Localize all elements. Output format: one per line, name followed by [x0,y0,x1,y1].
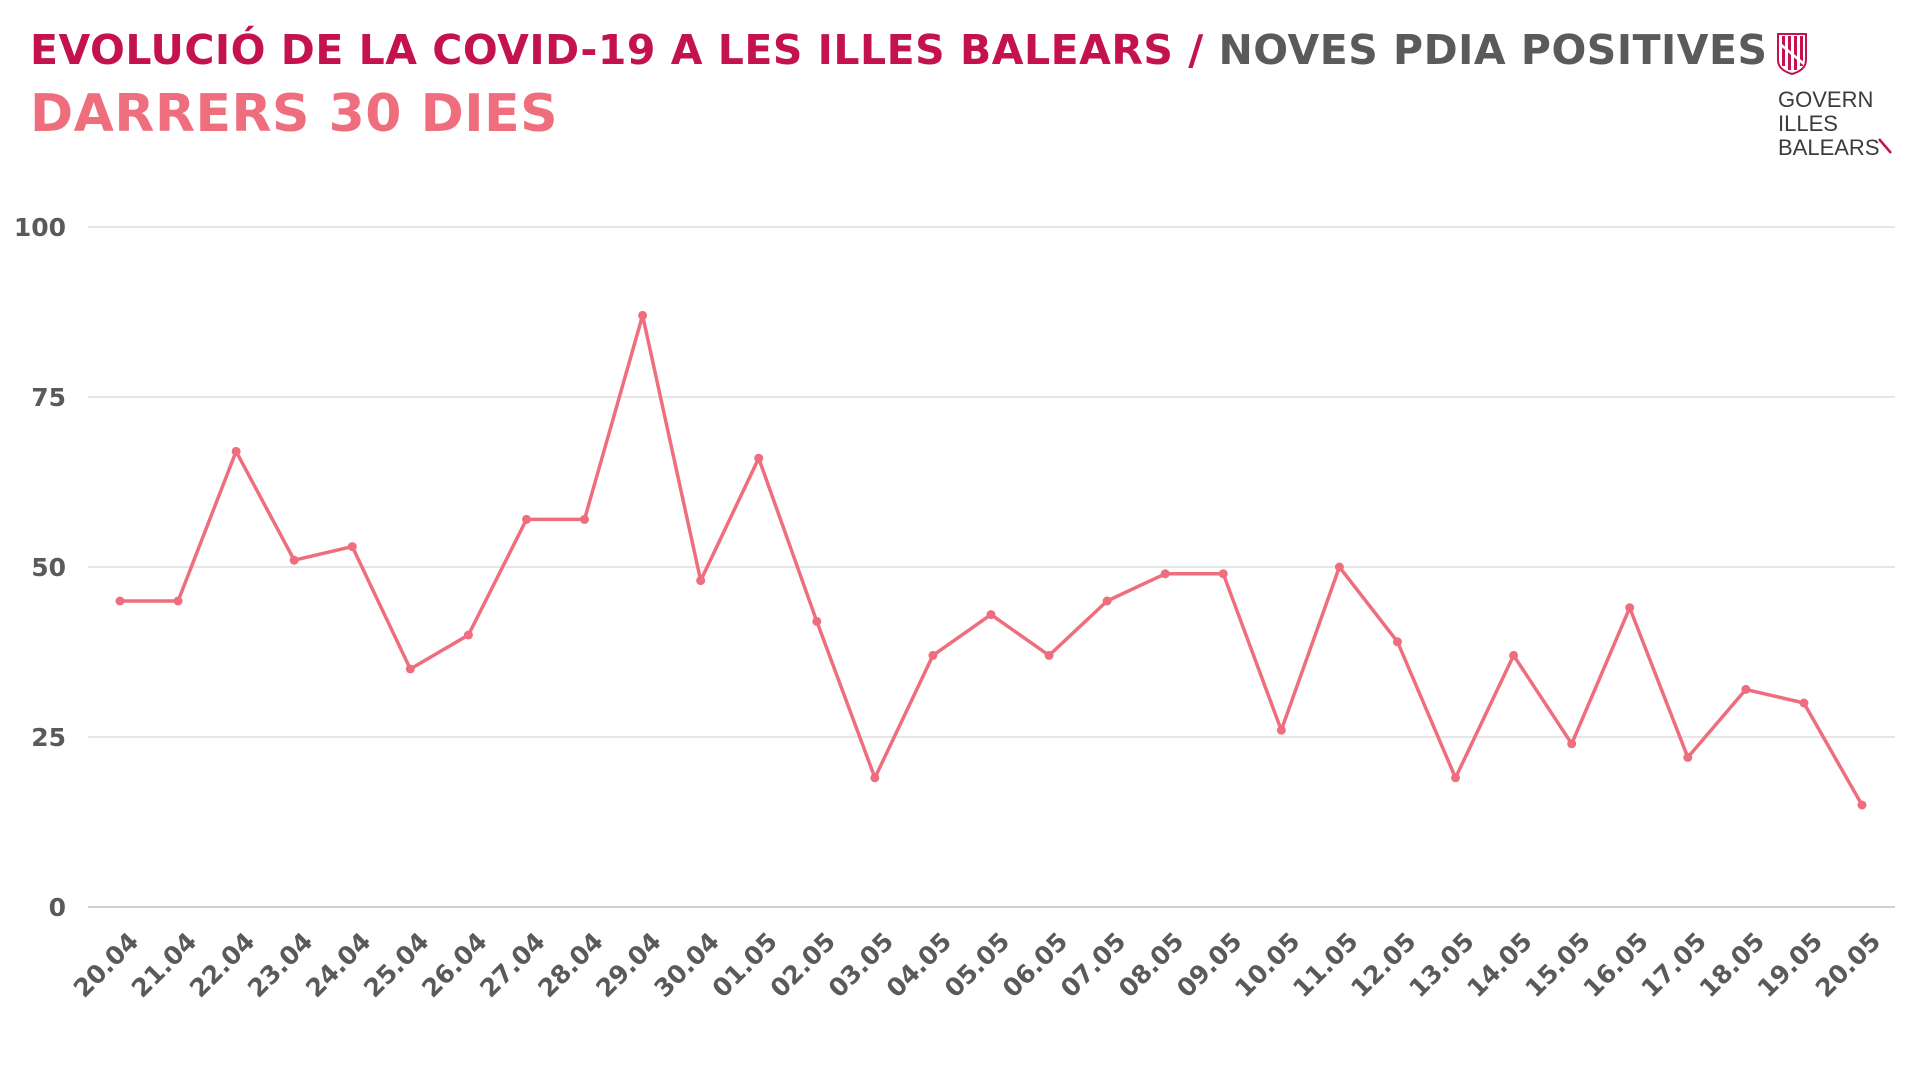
data-point [812,616,822,626]
x-tick-label: 10.05 [1229,927,1305,1003]
data-point [1334,562,1344,572]
x-tick-label: 08.05 [1113,927,1189,1003]
x-tick-label: 11.05 [1287,927,1363,1003]
x-tick-label: 27.04 [474,927,550,1003]
data-point [1509,650,1519,660]
x-tick-label: 02.05 [765,927,841,1003]
logo-text: GOVERN ILLES BALEARS [1778,88,1880,160]
logo-line-1: GOVERN [1778,87,1874,112]
x-tick-label: 25.04 [358,927,434,1003]
data-point [1567,739,1577,749]
x-tick-label: 16.05 [1578,927,1654,1003]
x-tick-label: 13.05 [1403,927,1479,1003]
x-tick-label: 20.04 [68,927,144,1003]
x-tick-label: 26.04 [416,927,492,1003]
y-axis-ticks: 0 25 50 75 100 [14,213,66,922]
data-point [1799,698,1809,708]
x-tick-label: 20.05 [1810,927,1886,1003]
x-tick-label: 30.04 [648,927,724,1003]
govern-logo: GOVERN ILLES BALEARS [1772,30,1902,165]
series-line [120,313,1864,806]
x-tick-label: 29.04 [590,927,666,1003]
x-tick-label: 04.05 [881,927,957,1003]
data-point [1683,752,1693,762]
data-point [638,310,648,320]
x-tick-label: 21.04 [126,927,202,1003]
title-main: EVOLUCIÓ DE LA COVID-19 A LES ILLES BALE… [30,26,1174,74]
y-tick-label: 25 [31,723,66,752]
data-point [696,576,706,586]
logo-line-2: ILLES [1778,111,1838,136]
data-point [1857,800,1867,810]
chart-subtitle: DARRERS 30 DIES [30,84,559,144]
data-point [1392,637,1402,647]
data-point [173,596,183,606]
x-tick-label: 01.05 [707,927,783,1003]
y-tick-label: 0 [49,893,66,922]
data-point [231,446,241,456]
y-tick-label: 75 [31,383,66,412]
x-tick-label: 22.04 [184,927,260,1003]
x-tick-label: 09.05 [1171,927,1247,1003]
data-point [405,664,415,674]
x-tick-label: 17.05 [1636,927,1712,1003]
data-point [521,514,531,524]
y-tick-label: 50 [31,553,66,582]
chart-title: EVOLUCIÓ DE LA COVID-19 A LES ILLES BALE… [30,26,1768,74]
data-point [1044,650,1054,660]
x-tick-label: 28.04 [532,927,608,1003]
data-point [1102,596,1112,606]
logo-line-3: BALEARS [1778,135,1880,160]
data-point [1276,725,1286,735]
logo-slash-icon [1878,138,1892,154]
coat-of-arms-icon [1777,33,1807,76]
x-tick-label: 03.05 [823,927,899,1003]
data-point [580,514,590,524]
x-axis-ticks: 20.0421.0422.0423.0424.0425.0426.0427.04… [68,927,1886,1003]
x-tick-label: 12.05 [1345,927,1421,1003]
x-tick-label: 05.05 [939,927,1015,1003]
grid-lines [88,226,1895,908]
x-tick-label: 19.05 [1752,927,1828,1003]
data-point [928,650,938,660]
data-point [754,453,764,463]
data-point [986,610,996,620]
data-point [1625,603,1635,613]
x-tick-label: 15.05 [1519,927,1595,1003]
title-separator: / [1173,26,1219,74]
x-tick-label: 06.05 [997,927,1073,1003]
data-point [1218,569,1228,579]
data-point [463,630,473,640]
data-point [1741,684,1751,694]
y-tick-label: 100 [14,213,66,242]
data-point [115,596,125,606]
x-tick-label: 24.04 [300,927,376,1003]
title-sub: NOVES PDIA POSITIVES [1218,26,1768,74]
data-point [1160,569,1170,579]
x-tick-label: 23.04 [242,927,318,1003]
x-tick-label: 14.05 [1461,927,1537,1003]
data-point [347,542,357,552]
data-point [1451,773,1461,783]
data-point [289,555,299,565]
data-point [870,773,880,783]
x-tick-label: 18.05 [1694,927,1770,1003]
data-points [115,310,1867,810]
x-tick-label: 07.05 [1055,927,1131,1003]
